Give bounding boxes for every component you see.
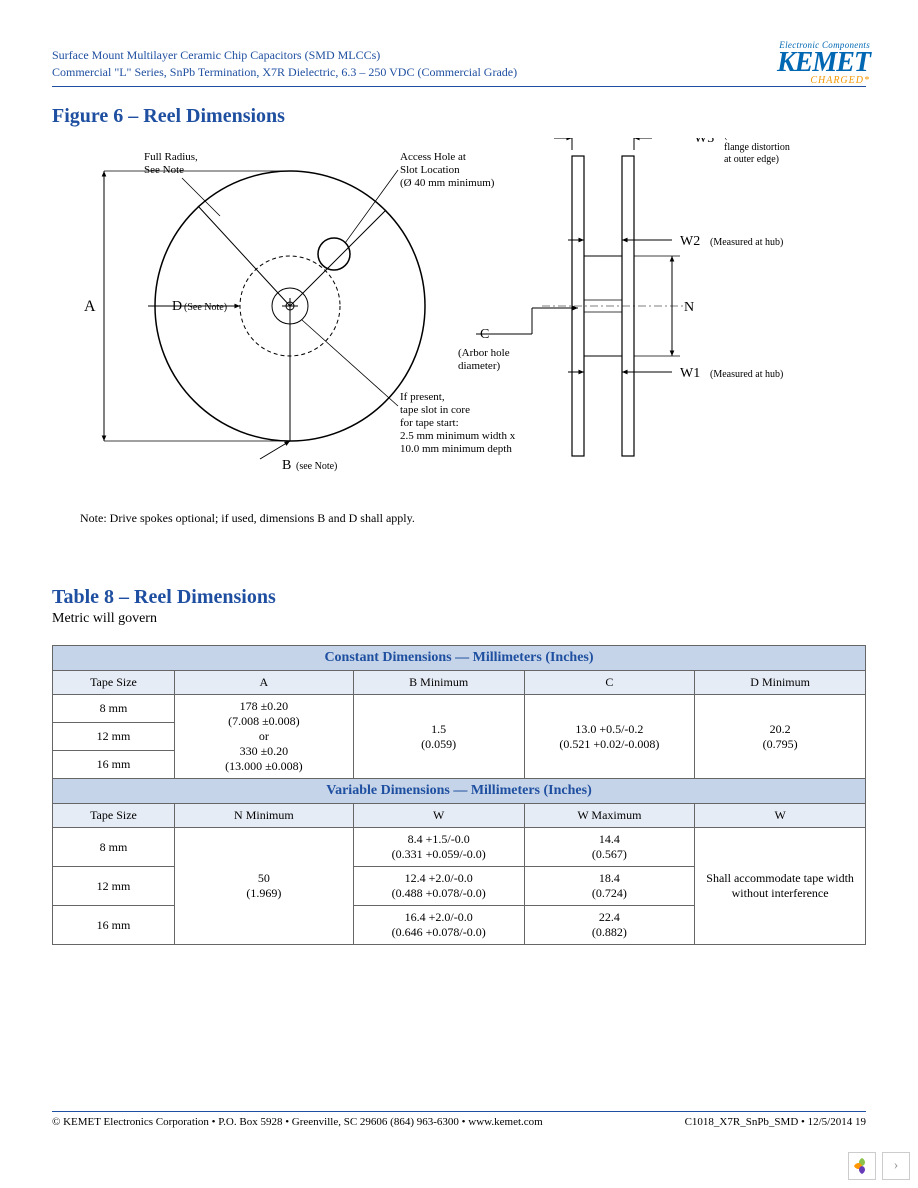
cell-d: 20.2 (0.795) <box>695 695 866 779</box>
doc-header-line2: Commercial "L" Series, SnPb Termination,… <box>52 65 866 80</box>
svg-text:(Arbor hole: (Arbor hole <box>458 347 510 359</box>
svg-text:Full Radius,: Full Radius, <box>144 151 198 163</box>
col-d-min: D Minimum <box>695 671 866 695</box>
cell2-tape-16: 16 mm <box>53 906 175 945</box>
svg-text:N: N <box>684 300 694 315</box>
reel-dimensions-table: Constant Dimensions — Millimeters (Inche… <box>52 645 866 945</box>
cell2-wmax-16: 22.4 (0.882) <box>524 906 695 945</box>
next-page-button[interactable]: › <box>882 1152 910 1180</box>
cell-tape-8: 8 mm <box>53 695 175 723</box>
svg-text:tape slot in core: tape slot in core <box>400 404 470 416</box>
svg-text:Access Hole at: Access Hole at <box>400 151 466 163</box>
svg-text:If present,: If present, <box>400 391 445 403</box>
cell-tape-12: 12 mm <box>53 723 175 751</box>
svg-text:W3: W3 <box>694 138 714 146</box>
svg-text:(see Note): (see Note) <box>296 461 337 472</box>
cell2-n: 50 (1.969) <box>174 828 353 945</box>
svg-text:(Measured at hub): (Measured at hub) <box>710 369 783 380</box>
svg-text:at outer edge): at outer edge) <box>724 154 779 165</box>
pager-controls: › <box>848 1152 910 1180</box>
page-footer: © KEMET Electronics Corporation • P.O. B… <box>52 1111 866 1128</box>
svg-text:(See Note): (See Note) <box>184 302 227 313</box>
svg-text:W2: W2 <box>680 234 700 249</box>
cell2-tape-12: 12 mm <box>53 867 175 906</box>
svg-text:(Includes: (Includes <box>724 138 761 141</box>
cell2-wmax-12: 18.4 (0.724) <box>524 867 695 906</box>
svg-text:A: A <box>84 298 96 315</box>
header-divider <box>52 86 866 87</box>
table-section-constant: Constant Dimensions — Millimeters (Inche… <box>53 646 866 671</box>
col-c: C <box>524 671 695 695</box>
svg-text:for tape start:: for tape start: <box>400 417 459 429</box>
col2-tape-size: Tape Size <box>53 804 175 828</box>
cell2-w-8: 8.4 +1.5/-0.0 (0.331 +0.059/-0.0) <box>353 828 524 867</box>
doc-header-line1: Surface Mount Multilayer Ceramic Chip Ca… <box>52 48 866 63</box>
cell-tape-16: 16 mm <box>53 751 175 779</box>
footer-right: C1018_X7R_SnPb_SMD • 12/5/2014 19 <box>685 1116 866 1128</box>
cell2-w-12: 12.4 +2.0/-0.0 (0.488 +0.078/-0.0) <box>353 867 524 906</box>
table-title: Table 8 – Reel Dimensions <box>52 586 866 609</box>
pager-logo-icon[interactable] <box>848 1152 876 1180</box>
cell-c: 13.0 +0.5/-0.2 (0.521 +0.02/-0.008) <box>524 695 695 779</box>
col2-n-min: N Minimum <box>174 804 353 828</box>
figure-note: Note: Drive spokes optional; if used, di… <box>80 511 866 526</box>
svg-text:W1: W1 <box>680 366 700 381</box>
svg-text:Slot Location: Slot Location <box>400 164 460 176</box>
col-a: A <box>174 671 353 695</box>
col2-w3: W <box>695 804 866 828</box>
svg-text:See Note: See Note <box>144 164 184 176</box>
col2-w: W <box>353 804 524 828</box>
svg-text:B: B <box>282 458 291 473</box>
figure-title: Figure 6 – Reel Dimensions <box>52 105 866 128</box>
footer-divider <box>52 1111 866 1112</box>
cell2-wmax-8: 14.4 (0.567) <box>524 828 695 867</box>
svg-text:(Ø 40 mm minimum): (Ø 40 mm minimum) <box>400 177 495 189</box>
svg-text:(Measured at hub): (Measured at hub) <box>710 237 783 248</box>
svg-text:diameter): diameter) <box>458 360 500 372</box>
cell2-wnote: Shall accommodate tape width without int… <box>695 828 866 945</box>
metric-note: Metric will govern <box>52 611 866 627</box>
footer-left: © KEMET Electronics Corporation • P.O. B… <box>52 1116 543 1128</box>
svg-text:2.5 mm minimum width x: 2.5 mm minimum width x <box>400 430 516 442</box>
table-section-variable: Variable Dimensions — Millimeters (Inche… <box>53 779 866 804</box>
col2-w-max: W Maximum <box>524 804 695 828</box>
svg-text:flange distortion: flange distortion <box>724 142 790 153</box>
cell2-w-16: 16.4 +2.0/-0.0 (0.646 +0.078/-0.0) <box>353 906 524 945</box>
col-b-min: B Minimum <box>353 671 524 695</box>
cell-b: 1.5 (0.059) <box>353 695 524 779</box>
col-tape-size: Tape Size <box>53 671 175 695</box>
cell-a: 178 ±0.20 (7.008 ±0.008) or 330 ±0.20 (1… <box>174 695 353 779</box>
cell2-tape-8: 8 mm <box>53 828 175 867</box>
reel-diagram: AD(See Note)B(see Note)Full Radius,See N… <box>62 138 866 503</box>
logo-wordmark: KEMET <box>777 50 870 75</box>
brand-logo: Electronic Components KEMET CHARGED* <box>777 40 870 86</box>
svg-text:10.0 mm minimum depth: 10.0 mm minimum depth <box>400 443 512 455</box>
